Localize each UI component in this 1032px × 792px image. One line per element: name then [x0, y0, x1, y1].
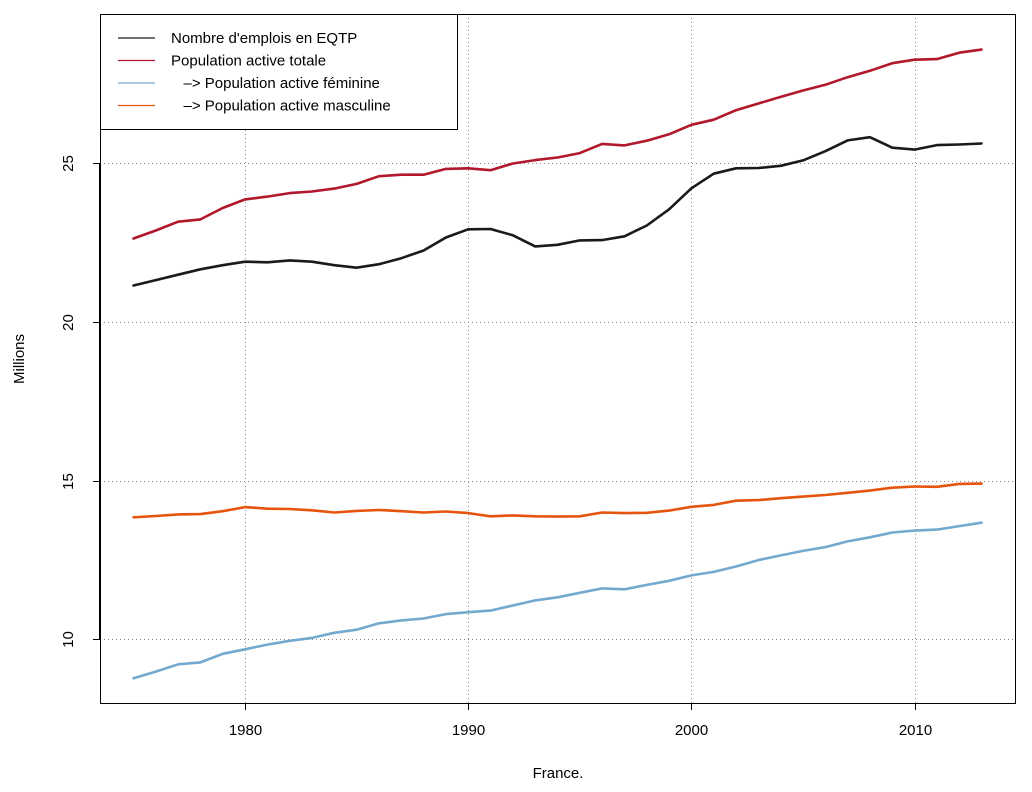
legend-label: –> Population active féminine [171, 75, 380, 92]
y-tick-label: 20 [60, 314, 77, 331]
series-line-nombre-d-emplois-en-eqtp [132, 135, 983, 287]
x-tick-label: 1980 [229, 722, 262, 739]
series-line-population-active-feminine [132, 521, 983, 680]
series-lines [132, 48, 983, 680]
x-axis: 1980 1990 2000 2010 [229, 703, 932, 739]
y-tick-label: 25 [60, 155, 77, 172]
legend-box [100, 14, 458, 130]
grid [100, 14, 1015, 703]
y-axis: 10 15 20 25 [60, 155, 100, 648]
y-axis-label: Millions [11, 334, 28, 384]
x-tick-label: 2010 [899, 722, 932, 739]
legend-label: Population active totale [171, 53, 326, 70]
y-tick-label: 15 [60, 473, 77, 490]
x-tick-label: 2000 [675, 722, 708, 739]
legend: Nombre d'emplois en EQTP Population activ… [100, 14, 458, 130]
series-line-population-active-totale [132, 48, 983, 240]
y-tick-label: 10 [60, 631, 77, 648]
legend-label: –> Population active masculine [171, 98, 391, 115]
series-line-population-active-masculine [132, 482, 983, 519]
x-axis-label: France. [533, 765, 584, 782]
x-tick-label: 1990 [452, 722, 485, 739]
legend-label: Nombre d'emplois en EQTP [171, 30, 357, 47]
